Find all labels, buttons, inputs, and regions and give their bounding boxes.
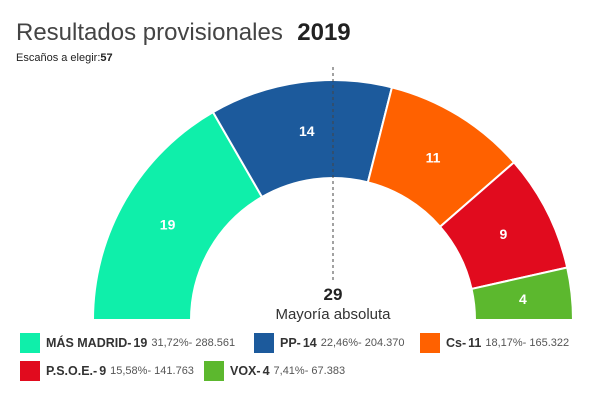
legend-swatch (20, 361, 40, 381)
legend-item-cs: Cs- 11 18,17%- 165.322 (420, 333, 569, 353)
legend-name: VOX- (230, 364, 261, 378)
legend-item-vox: VOX- 4 7,41%- 67.383 (204, 361, 345, 381)
legend-seats: 9 (99, 364, 107, 378)
legend-swatch (20, 333, 40, 353)
legend-info: 31,72%- 288.561 (151, 337, 236, 349)
arc-seat-label: 11 (426, 149, 441, 165)
arc-segment (91, 110, 264, 321)
majority-value: 29 (324, 285, 343, 304)
legend-seats: 11 (468, 336, 482, 350)
title-year: 2019 (297, 19, 351, 46)
chart-title: Resultados provisionales 2019 (16, 19, 351, 47)
legend-info: 15,58%- 141.763 (110, 365, 194, 377)
legend-info: 22,46%- 204.370 (320, 337, 405, 349)
seats-to-elect-label: Escaños a elegir: (16, 52, 101, 64)
legend-item-pp: PP- 14 22,46%- 204.370 (254, 333, 405, 353)
title-text: Resultados provisionales (16, 19, 283, 46)
legend-swatch (204, 361, 224, 381)
legend-seats: 19 (133, 336, 148, 350)
legend-name: Cs- (446, 336, 467, 350)
arc-seat-label: 4 (519, 291, 527, 307)
legend-seats: 4 (262, 364, 270, 378)
legend-info: 7,41%- 67.383 (273, 365, 346, 377)
legend-info: 18,17%- 165.322 (485, 337, 570, 349)
legend-swatch (254, 333, 274, 353)
arc-seat-label: 9 (500, 226, 508, 242)
legend-swatch (420, 333, 440, 353)
arc-seat-label: 14 (299, 123, 315, 139)
seats-to-elect-value: 57 (100, 52, 113, 64)
arc-seat-label: 19 (160, 217, 176, 233)
majority-label: Mayoría absoluta (275, 306, 391, 323)
hemicycle-arcs: 19 14 11 9 4 (91, 79, 575, 321)
legend-name: P.S.O.E.- (46, 364, 98, 378)
legend-name: MÁS MADRID- (46, 336, 132, 350)
legend-item-psoe: P.S.O.E.- 9 15,58%- 141.763 (20, 361, 194, 381)
arc-segment (470, 266, 575, 321)
legend-item-mas-madrid: MÁS MADRID- 19 31,72%- 288.561 (20, 333, 235, 353)
legend-seats: 14 (302, 336, 317, 350)
legend-name: PP- (280, 336, 301, 350)
seats-to-elect: Escaños a elegir:57 (16, 52, 113, 64)
